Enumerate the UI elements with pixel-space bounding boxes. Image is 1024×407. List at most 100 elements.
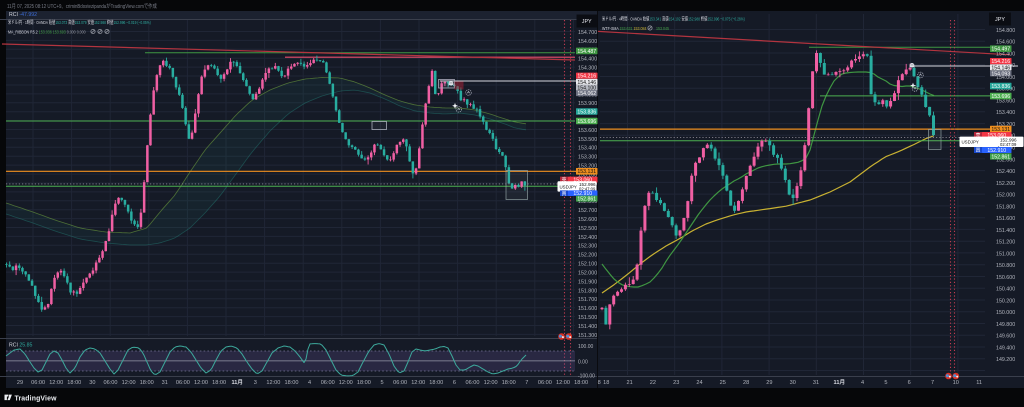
svg-text:TradingView: TradingView bbox=[15, 395, 58, 402]
svg-text:153.060: 153.060 bbox=[573, 178, 592, 184]
svg-text:21: 21 bbox=[626, 380, 632, 386]
svg-text:154.400: 154.400 bbox=[578, 57, 597, 63]
svg-text:153.060: 153.060 bbox=[987, 133, 1006, 139]
svg-text:152.100: 152.100 bbox=[578, 262, 597, 268]
svg-text:153.696: 153.696 bbox=[991, 94, 1010, 100]
svg-text:12:00: 12:00 bbox=[122, 380, 136, 386]
svg-text:153.300: 153.300 bbox=[578, 155, 597, 161]
svg-text:18:00: 18:00 bbox=[574, 380, 588, 386]
svg-text:154.600: 154.600 bbox=[578, 39, 597, 45]
svg-text:0.00: 0.00 bbox=[578, 359, 588, 365]
svg-text:154.497: 154.497 bbox=[991, 47, 1010, 53]
svg-text:153.900: 153.900 bbox=[578, 101, 597, 107]
svg-text:151.800: 151.800 bbox=[578, 288, 597, 294]
svg-text:18:00: 18:00 bbox=[502, 380, 516, 386]
svg-text:06:00: 06:00 bbox=[393, 380, 407, 386]
svg-text:154.487: 154.487 bbox=[577, 49, 596, 55]
svg-text:154.800: 154.800 bbox=[996, 28, 1015, 34]
svg-text:152.996: 152.996 bbox=[579, 182, 596, 187]
svg-text:18:00: 18:00 bbox=[67, 380, 81, 386]
svg-text:5: 5 bbox=[884, 380, 887, 386]
svg-text:18:00: 18:00 bbox=[212, 380, 226, 386]
svg-text:152.861: 152.861 bbox=[991, 154, 1010, 160]
svg-text:06:00: 06:00 bbox=[31, 380, 45, 386]
svg-text:153.400: 153.400 bbox=[578, 146, 597, 152]
svg-text:150.800: 150.800 bbox=[996, 263, 1015, 269]
svg-text:151.500: 151.500 bbox=[578, 315, 597, 321]
svg-text:06:00: 06:00 bbox=[104, 380, 118, 386]
svg-text:11月: 11月 bbox=[231, 378, 243, 386]
svg-text:11月: 11月 bbox=[834, 378, 846, 386]
svg-text:12:00: 12:00 bbox=[556, 380, 570, 386]
svg-text:154.400: 154.400 bbox=[996, 51, 1015, 57]
svg-text:6: 6 bbox=[908, 380, 911, 386]
svg-text:31: 31 bbox=[813, 380, 819, 386]
svg-text:8: 8 bbox=[598, 380, 601, 386]
svg-text:米ドル/円 · 1時間 · OANDA 始値153.073: 米ドル/円 · 1時間 · OANDA 始値153.073 高値153.079 … bbox=[8, 18, 151, 26]
svg-text:12:00: 12:00 bbox=[49, 380, 63, 386]
svg-text:12:00: 12:00 bbox=[411, 380, 425, 386]
svg-text:JPY: JPY bbox=[582, 19, 592, 25]
svg-text:153.600: 153.600 bbox=[578, 128, 597, 134]
svg-text:151.300: 151.300 bbox=[578, 333, 597, 339]
svg-text:150.200: 150.200 bbox=[996, 298, 1015, 304]
svg-text:149.600: 149.600 bbox=[996, 334, 1015, 340]
svg-text:152.400: 152.400 bbox=[578, 235, 597, 241]
svg-text:154.146: 154.146 bbox=[991, 65, 1010, 71]
svg-text:18:00: 18:00 bbox=[140, 380, 154, 386]
svg-text:152.996: 152.996 bbox=[1000, 138, 1017, 143]
svg-text:151.400: 151.400 bbox=[578, 324, 597, 330]
svg-text:153.600: 153.600 bbox=[996, 99, 1015, 105]
svg-text:3: 3 bbox=[254, 380, 257, 386]
svg-text:12:00: 12:00 bbox=[484, 380, 498, 386]
svg-text:153.131: 153.131 bbox=[991, 127, 1010, 133]
svg-text:152.300: 152.300 bbox=[578, 244, 597, 250]
svg-text:06:00: 06:00 bbox=[538, 380, 552, 386]
svg-text:06:00: 06:00 bbox=[176, 380, 190, 386]
svg-text:153.400: 153.400 bbox=[996, 110, 1015, 116]
svg-text:7: 7 bbox=[931, 380, 934, 386]
svg-text:153.696: 153.696 bbox=[577, 119, 596, 125]
svg-text:153.500: 153.500 bbox=[578, 137, 597, 143]
svg-text:30: 30 bbox=[89, 380, 95, 386]
svg-text:買: 買 bbox=[976, 148, 981, 154]
svg-text:154.216: 154.216 bbox=[577, 74, 596, 80]
svg-text:18:00: 18:00 bbox=[357, 380, 371, 386]
svg-text:149.200: 149.200 bbox=[996, 357, 1015, 363]
svg-text:152.000: 152.000 bbox=[996, 193, 1015, 199]
svg-text:154.600: 154.600 bbox=[996, 40, 1015, 46]
svg-text:154.300: 154.300 bbox=[578, 66, 597, 72]
svg-text:100.00: 100.00 bbox=[578, 344, 594, 350]
svg-text:JPY: JPY bbox=[995, 17, 1005, 23]
svg-text:151.000: 151.000 bbox=[996, 251, 1015, 257]
svg-text:152.600: 152.600 bbox=[578, 217, 597, 223]
svg-text:152.500: 152.500 bbox=[578, 226, 597, 232]
svg-text:5: 5 bbox=[380, 380, 383, 386]
svg-text:12:00: 12:00 bbox=[194, 380, 208, 386]
svg-text:RCI 25.85: RCI 25.85 bbox=[9, 343, 32, 349]
svg-text:18: 18 bbox=[603, 380, 609, 386]
svg-text:153.800: 153.800 bbox=[996, 87, 1015, 93]
svg-text:MA_RIBBON R5.2 153.036 153.693: MA_RIBBON R5.2 153.036 153.693 0.000 0.0… bbox=[8, 29, 86, 35]
svg-text:4: 4 bbox=[308, 380, 311, 386]
svg-text:153.836: 153.836 bbox=[991, 84, 1010, 90]
svg-text:12:00: 12:00 bbox=[339, 380, 353, 386]
svg-text:151.900: 151.900 bbox=[578, 279, 597, 285]
svg-text:152.861: 152.861 bbox=[577, 197, 596, 203]
svg-text:152.910: 152.910 bbox=[573, 191, 592, 197]
svg-text:02:47:09: 02:47:09 bbox=[579, 187, 596, 192]
svg-text:23: 23 bbox=[673, 380, 679, 386]
svg-text:28: 28 bbox=[743, 380, 749, 386]
svg-text:25: 25 bbox=[720, 380, 726, 386]
svg-text:31: 31 bbox=[162, 380, 168, 386]
svg-text:売: 売 bbox=[562, 176, 567, 183]
svg-text:152.910: 152.910 bbox=[987, 148, 1006, 154]
svg-text:24: 24 bbox=[696, 380, 702, 386]
svg-text:151.200: 151.200 bbox=[996, 240, 1015, 246]
svg-text:154.093: 154.093 bbox=[991, 71, 1010, 77]
svg-text:USDJPY: USDJPY bbox=[560, 184, 577, 189]
svg-text:22: 22 bbox=[650, 380, 656, 386]
svg-text:150.600: 150.600 bbox=[996, 275, 1015, 281]
svg-text:151.600: 151.600 bbox=[578, 306, 597, 312]
